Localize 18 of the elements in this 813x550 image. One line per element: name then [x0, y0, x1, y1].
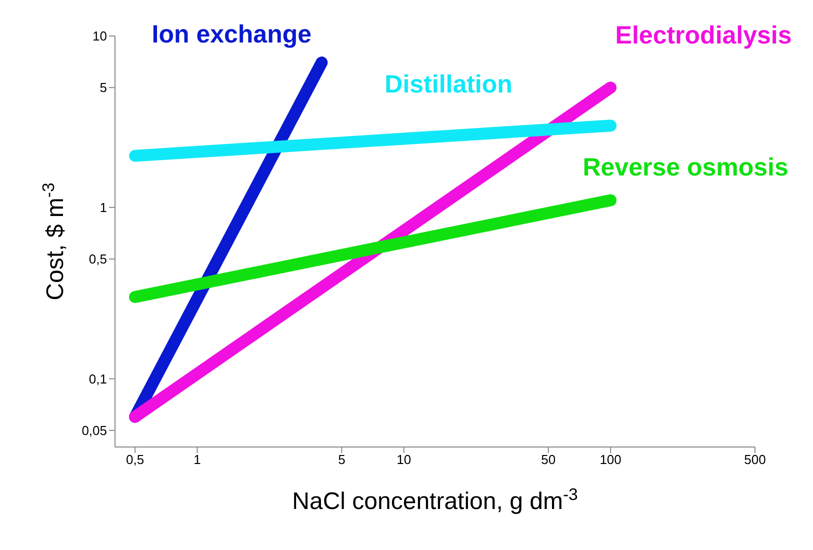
series-label: Distillation: [384, 70, 512, 99]
x-tick-label: 50: [541, 452, 556, 468]
series-label: Reverse osmosis: [582, 153, 788, 182]
x-tick-label: 1: [194, 452, 201, 468]
x-tick-label: 10: [396, 452, 412, 468]
y-tick-label: 0,05: [82, 423, 107, 438]
x-axis-title: NaCl concentration, g dm$^{-3}$: [292, 484, 578, 515]
y-tick-label: 1: [100, 200, 107, 216]
x-tick-label: 500: [744, 452, 766, 468]
y-tick-label: 5: [100, 80, 107, 96]
y-tick-label: 0,1: [88, 371, 107, 386]
y-tick-label: 10: [92, 28, 107, 44]
series-label: Ion exchange: [152, 20, 312, 49]
x-tick-label: 5: [338, 452, 346, 468]
series-label: Electrodialysis: [615, 22, 792, 50]
x-tick-label: 100: [600, 452, 622, 468]
y-tick-label: 0,5: [88, 252, 107, 267]
x-tick-label: 0,5: [126, 452, 144, 468]
